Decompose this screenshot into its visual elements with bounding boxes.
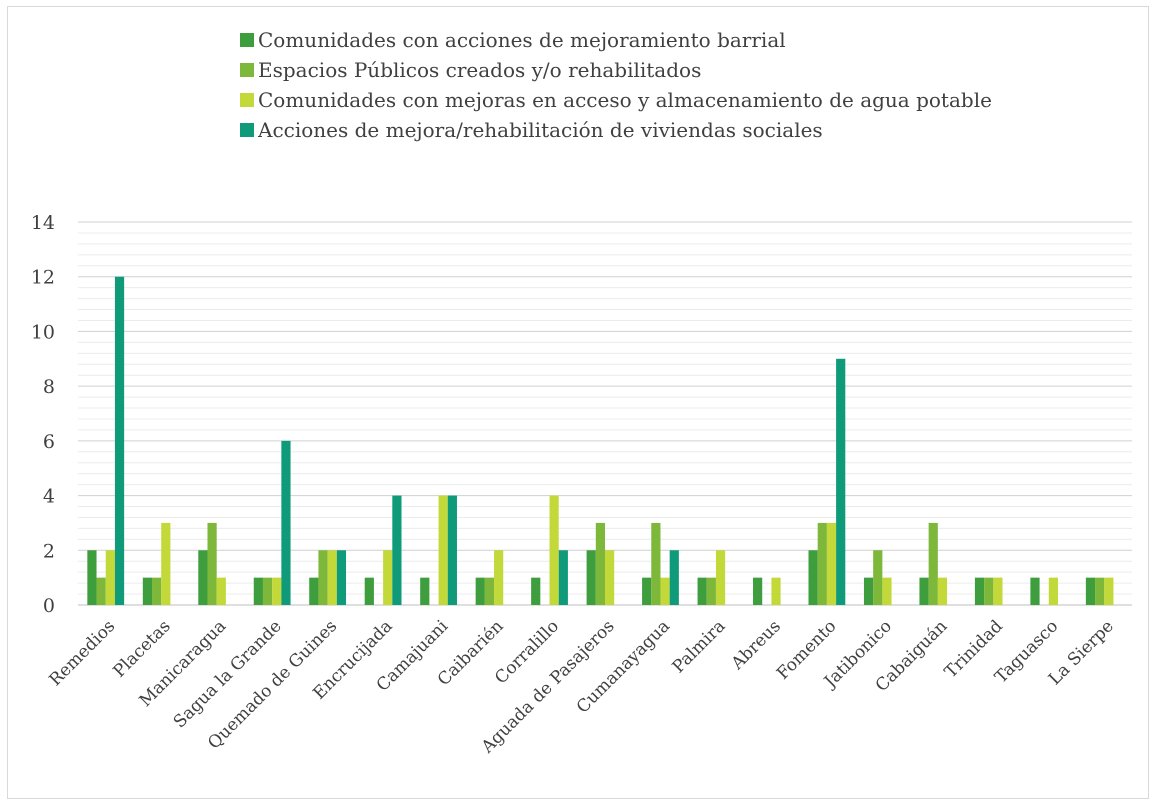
bar-aguada-de-pasajeros-series-3 — [605, 550, 615, 605]
bar-cumanayagua-series-2 — [651, 522, 661, 605]
bar-corralillo-series-3 — [549, 495, 559, 605]
bar-palmira-series-2 — [706, 577, 716, 605]
chart-frame — [7, 6, 1149, 799]
legend-label-3: Comunidades con mejoras en acceso y alma… — [258, 88, 992, 112]
chart-legend: Comunidades con acciones de mejoramiento… — [240, 28, 992, 142]
bar-la-sierpe-series-1 — [1085, 577, 1096, 605]
legend-swatch-4 — [240, 123, 254, 137]
bar-quemado-de-guines-series-3 — [327, 550, 337, 605]
bar-aguada-de-pasajeros-series-2 — [595, 522, 605, 605]
bar-caibarien-series-1 — [475, 577, 485, 605]
bar-fomento-series-2 — [817, 522, 827, 605]
bar-fomento-series-1 — [808, 550, 818, 605]
bar-sagua-la-grande-series-3 — [272, 577, 282, 605]
bar-cabaiguan-series-3 — [937, 577, 948, 605]
bar-camajuani-series-3 — [438, 495, 448, 605]
chart-bars — [87, 276, 1114, 605]
bar-encrucijada-series-1 — [364, 577, 374, 605]
legend-label-1: Comunidades con acciones de mejoramiento… — [258, 28, 786, 52]
y-tick-label: 8 — [43, 376, 55, 398]
legend-swatch-1 — [240, 33, 254, 47]
y-tick-label: 0 — [43, 595, 55, 617]
bar-jatibonico-series-2 — [873, 550, 883, 605]
y-tick-label: 10 — [31, 321, 55, 343]
bar-cumanayagua-series-4 — [669, 550, 679, 605]
bar-sagua-la-grande-series-4 — [281, 440, 291, 605]
bar-jatibonico-series-3 — [882, 577, 892, 605]
bar-cabaiguan-series-1 — [919, 577, 929, 605]
legend-label-4: Acciones de mejora/rehabilitación de viv… — [257, 118, 823, 142]
bar-fomento-series-4 — [836, 358, 846, 605]
y-tick-label: 12 — [31, 267, 55, 289]
bar-manicaragua-series-1 — [198, 550, 208, 605]
bar-taguasco-series-3 — [1048, 577, 1058, 605]
y-tick-label: 14 — [31, 212, 55, 234]
bar-taguasco-series-1 — [1030, 577, 1040, 605]
bar-quemado-de-guines-series-4 — [336, 550, 347, 605]
y-tick-label: 4 — [43, 486, 55, 508]
bar-la-sierpe-series-3 — [1104, 577, 1114, 605]
bar-corralillo-series-1 — [531, 577, 541, 605]
bar-remedios-series-4 — [114, 276, 125, 605]
bar-quemado-de-guines-series-1 — [309, 577, 319, 605]
bar-sagua-la-grande-series-2 — [262, 577, 273, 605]
bar-encrucijada-series-4 — [392, 495, 402, 605]
bar-fomento-series-3 — [826, 522, 837, 605]
bar-camajuani-series-4 — [447, 495, 457, 605]
bar-cumanayagua-series-1 — [642, 577, 652, 605]
bar-placetas-series-3 — [161, 522, 171, 605]
y-tick-label: 2 — [43, 540, 55, 562]
bar-corralillo-series-4 — [558, 550, 568, 605]
bar-placetas-series-1 — [142, 577, 153, 605]
x-tick-label-palmira: Palmira — [669, 616, 730, 677]
bar-abreus-series-3 — [771, 577, 781, 605]
bar-trinidad-series-1 — [974, 577, 985, 605]
legend-swatch-2 — [240, 63, 254, 77]
bar-palmira-series-1 — [697, 577, 707, 605]
legend-label-2: Espacios Públicos creados y/o rehabilita… — [258, 58, 701, 82]
chart-gridlines — [78, 221, 1132, 606]
bar-manicaragua-series-2 — [207, 522, 217, 605]
bar-trinidad-series-2 — [984, 577, 994, 605]
bar-remedios-series-3 — [105, 550, 115, 605]
bar-jatibonico-series-1 — [863, 577, 874, 605]
bar-abreus-series-1 — [753, 577, 763, 605]
x-tick-label-remedios: Remedios — [46, 616, 120, 690]
bar-remedios-series-1 — [87, 550, 97, 605]
legend-swatch-3 — [240, 93, 254, 107]
bar-caibarien-series-3 — [494, 550, 504, 605]
y-axis: 0 2 4 6 8 10 12 14 — [31, 212, 55, 617]
bar-palmira-series-3 — [715, 550, 726, 605]
bar-cumanayagua-series-3 — [660, 577, 670, 605]
bar-aguada-de-pasajeros-series-1 — [586, 550, 596, 605]
y-tick-label: 6 — [43, 431, 55, 453]
bar-placetas-series-2 — [152, 577, 162, 605]
bar-manicaragua-series-3 — [216, 577, 226, 605]
bar-cabaiguan-series-2 — [928, 522, 938, 605]
bar-la-sierpe-series-2 — [1095, 577, 1105, 605]
bar-camajuani-series-1 — [420, 577, 430, 605]
bar-encrucijada-series-3 — [383, 550, 393, 605]
bar-quemado-de-guines-series-2 — [318, 550, 328, 605]
bar-caibarien-series-2 — [484, 577, 495, 605]
bar-trinidad-series-3 — [993, 577, 1003, 605]
bar-remedios-series-2 — [96, 577, 106, 605]
bar-sagua-la-grande-series-1 — [253, 577, 263, 605]
